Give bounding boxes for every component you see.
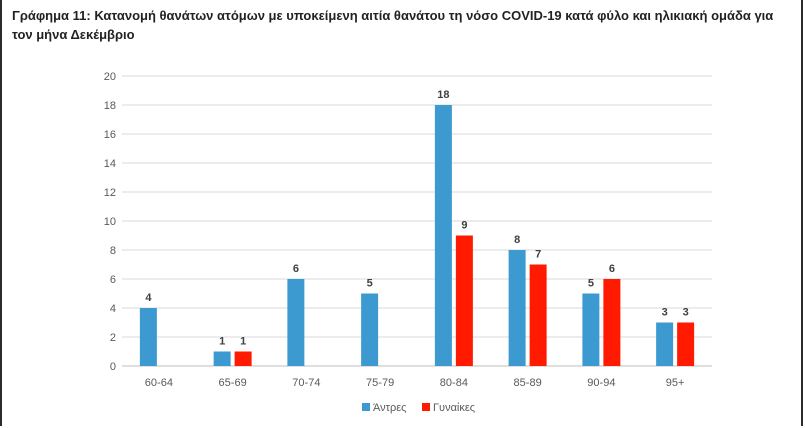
x-tick-label: 95+ — [666, 377, 685, 389]
bar-men — [287, 279, 305, 366]
y-tick-label: 12 — [104, 187, 116, 199]
data-label: 5 — [367, 278, 373, 290]
data-label: 1 — [240, 336, 246, 348]
legend-label: Άντρες — [373, 402, 406, 414]
bar-men — [434, 105, 452, 366]
bar-women — [529, 264, 547, 366]
data-label: 8 — [514, 234, 520, 246]
data-label: 6 — [609, 263, 615, 275]
legend: Άντρες Γυναίκες — [362, 402, 475, 414]
x-tick-label: 90-94 — [587, 377, 615, 389]
y-tick-label: 0 — [110, 361, 116, 373]
gridlines — [122, 75, 712, 367]
data-label: 7 — [535, 249, 541, 261]
bar-women — [455, 235, 473, 366]
data-label: 1 — [219, 336, 225, 348]
x-tick-label: 75-79 — [366, 377, 394, 389]
chart-title: Γράφημα 11: Κατανομή θανάτων ατόμων με υ… — [12, 8, 774, 42]
y-tick-label: 2 — [110, 332, 116, 344]
x-tick-label: 65-69 — [219, 377, 247, 389]
y-axis: 0 2 4 6 8 10 12 14 16 18 20 — [104, 71, 116, 373]
y-tick-label: 14 — [104, 158, 116, 170]
y-tick-label: 16 — [104, 129, 116, 141]
data-label: 18 — [437, 89, 449, 101]
y-tick-label: 20 — [104, 71, 116, 83]
bar-men — [508, 250, 526, 366]
x-tick-label: 80-84 — [440, 377, 468, 389]
bar-women — [603, 279, 621, 366]
legend-swatch-women — [422, 403, 430, 411]
bar-men — [361, 293, 379, 366]
bar-men — [139, 308, 157, 366]
bar-men — [213, 351, 231, 366]
data-label: 3 — [662, 307, 668, 319]
legend-label: Γυναίκες — [433, 402, 475, 414]
data-label: 9 — [461, 220, 467, 232]
bar-women — [234, 351, 252, 366]
y-tick-label: 10 — [104, 216, 116, 228]
y-tick-label: 6 — [110, 274, 116, 286]
y-tick-label: 18 — [104, 100, 116, 112]
x-tick-label: 85-89 — [514, 377, 542, 389]
x-tick-label: 70-74 — [292, 377, 320, 389]
data-label: 5 — [588, 278, 594, 290]
data-label: 6 — [293, 263, 299, 275]
y-tick-label: 8 — [110, 245, 116, 257]
data-label: 4 — [145, 292, 152, 304]
x-tick-label: 60-64 — [145, 377, 173, 389]
bar-men — [656, 322, 674, 366]
bar-women — [677, 322, 695, 366]
y-tick-label: 4 — [110, 303, 116, 315]
bar-men — [582, 293, 600, 366]
bars: 4 1 1 6 5 18 9 8 7 5 6 3 3 — [139, 89, 695, 366]
x-axis: 60-64 65-69 70-74 75-79 80-84 85-89 90-94 95+ — [145, 377, 685, 389]
legend-swatch-men — [362, 403, 370, 411]
data-label: 3 — [683, 307, 689, 319]
